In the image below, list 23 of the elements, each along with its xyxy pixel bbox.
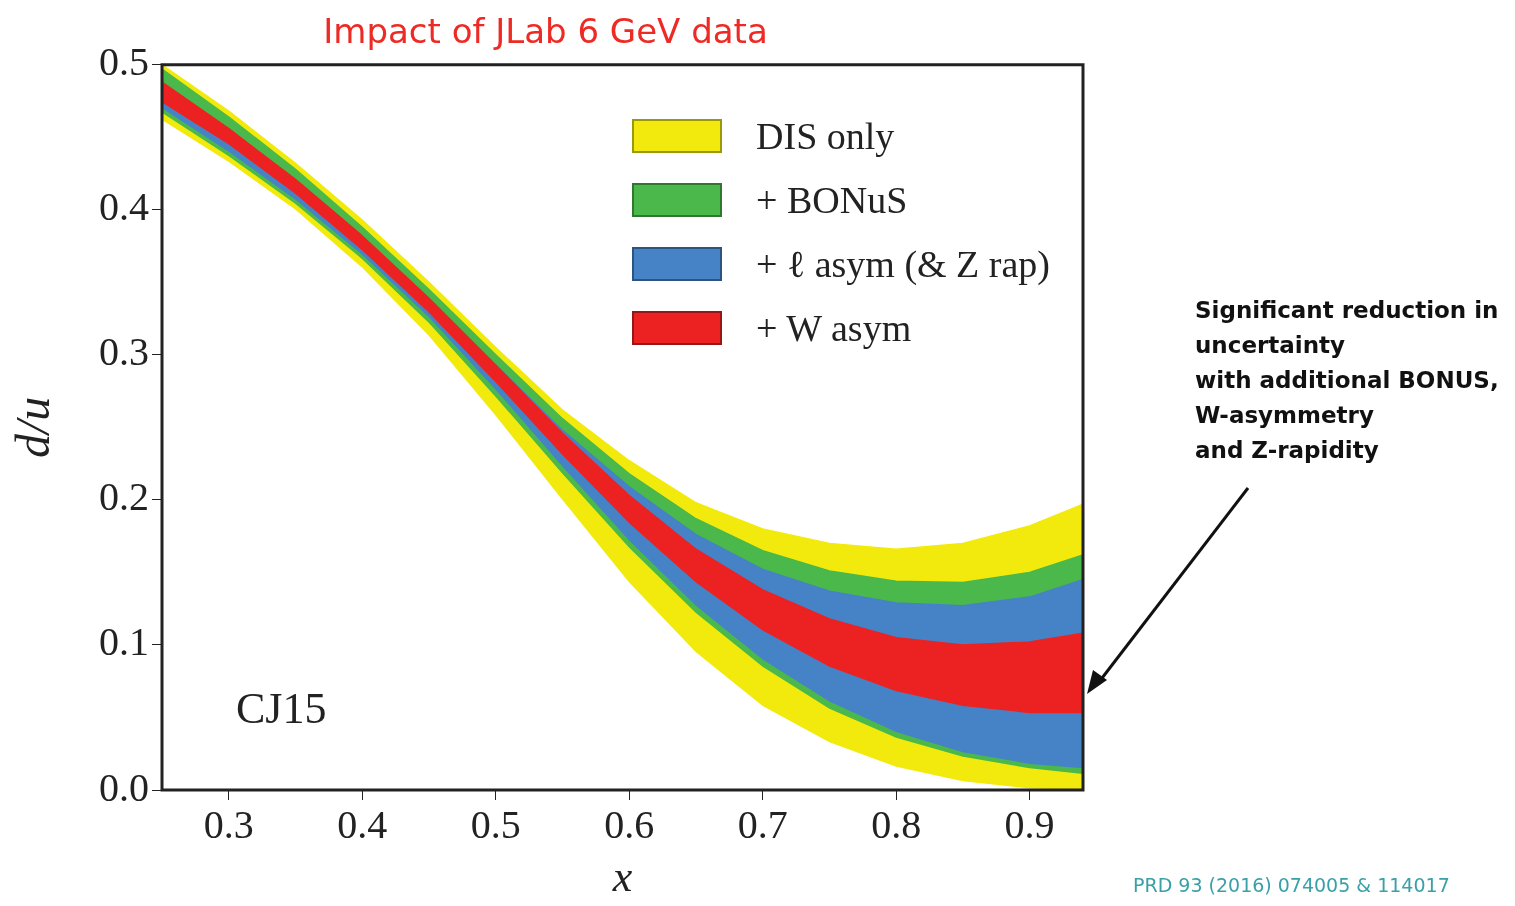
x-tick-label: 0.6: [604, 801, 655, 847]
chart-title: Impact of JLab 6 GeV data: [323, 11, 768, 52]
y-tick-label: 0.2: [99, 474, 149, 520]
x-axis-title: x: [611, 852, 633, 902]
x-tick-label: 0.7: [737, 801, 788, 847]
legend-label: + W asym: [756, 306, 912, 350]
y-axis-title: d/u: [6, 396, 60, 459]
x-tick-label: 0.4: [337, 801, 388, 847]
x-tick-label: 0.5: [470, 801, 521, 847]
text: Significant reduction in uncertainty with additional BONUS, W-asymmetry and Z-rapidity: [1195, 296, 1500, 465]
legend-label: DIS only: [756, 114, 895, 158]
y-tick-label: 0.5: [99, 39, 149, 85]
annotation: CJ15: [236, 683, 327, 734]
y-tick-label: 0.1: [99, 619, 149, 665]
text: PRD 93 (2016) 074005 & 114017: [1133, 874, 1450, 896]
x-tick-label: 0.9: [1004, 801, 1055, 847]
legend-label: + ℓ asym (& Z rap): [756, 242, 1050, 286]
legend-label: + BONuS: [756, 178, 908, 222]
x-tick-label: 0.3: [203, 801, 254, 847]
y-tick-label: 0.3: [99, 329, 149, 375]
y-tick-label: 0.0: [99, 764, 149, 810]
x-tick-label: 0.8: [871, 801, 922, 847]
y-tick-label: 0.4: [99, 184, 149, 230]
